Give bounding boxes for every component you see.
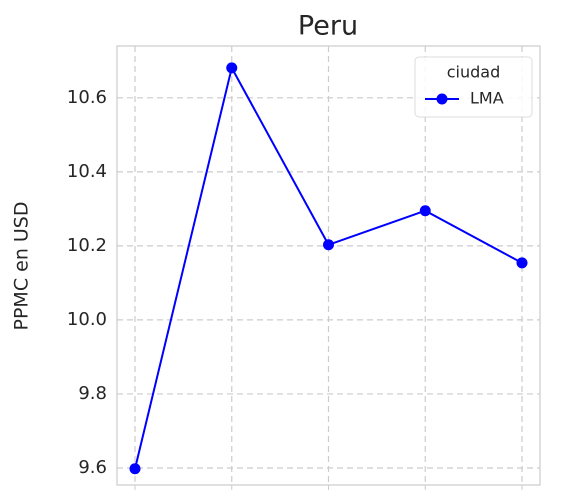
y-tick-label: 10.0 (67, 309, 107, 330)
y-tick-label: 10.2 (67, 235, 107, 256)
chart-title: Peru (298, 11, 358, 42)
legend-title: ciudad (447, 63, 501, 82)
y-tick-label: 10.4 (67, 161, 107, 182)
marker (129, 463, 141, 475)
marker (226, 62, 238, 74)
y-axis-label: PPMC en USD (11, 202, 33, 331)
legend-marker (436, 93, 448, 105)
marker (516, 257, 528, 269)
y-tick-label: 9.8 (78, 383, 107, 404)
marker (323, 239, 334, 251)
legend-label: LMA (470, 89, 504, 108)
marker (419, 205, 431, 217)
y-tick-label: 10.6 (67, 87, 107, 108)
y-tick-label: 9.6 (78, 457, 107, 478)
